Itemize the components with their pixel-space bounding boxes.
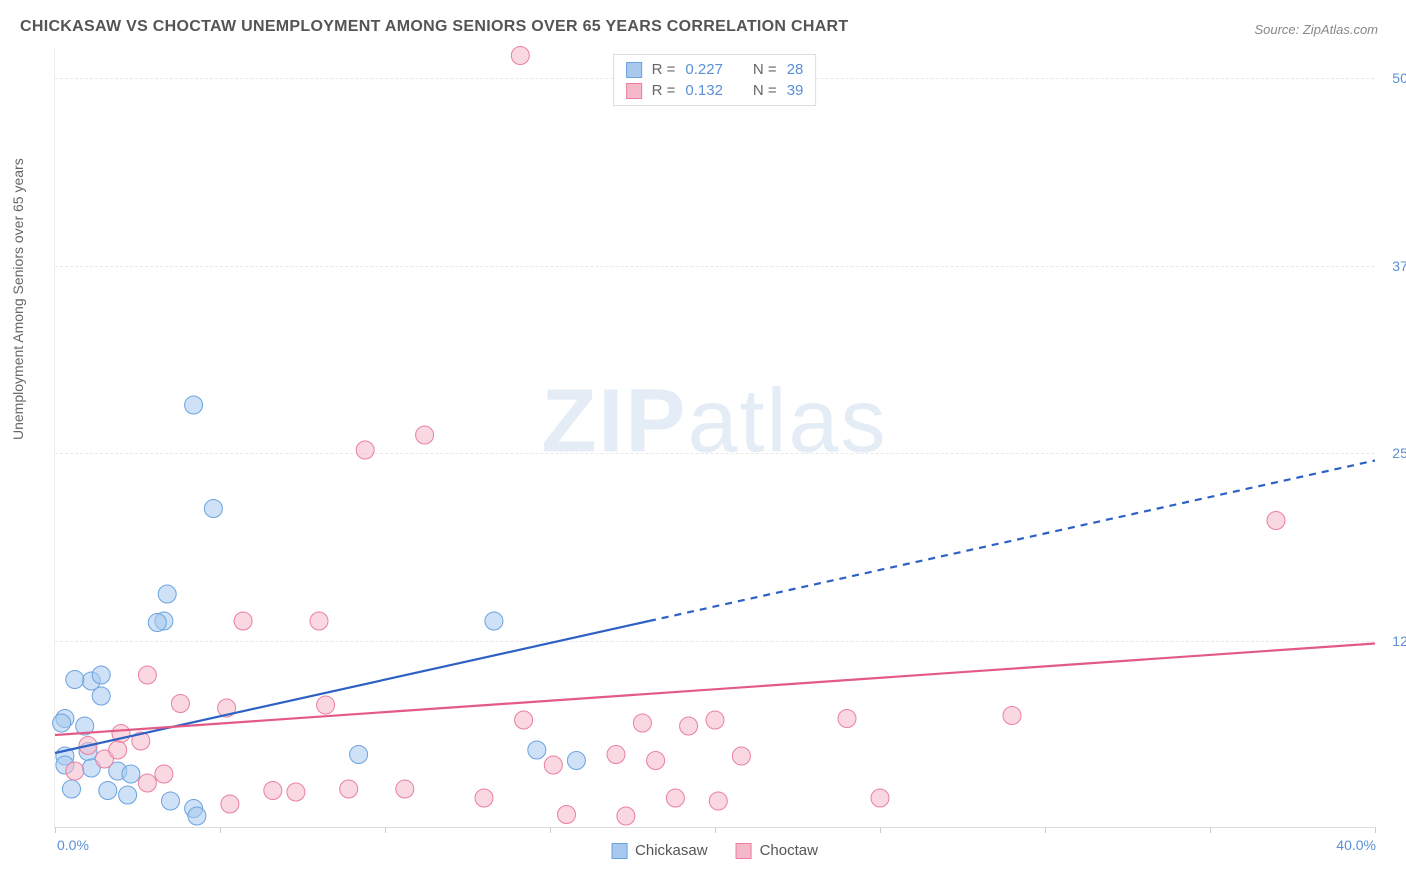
legend-swatch bbox=[736, 843, 752, 859]
scatter-point bbox=[138, 774, 156, 792]
scatter-point bbox=[567, 752, 585, 770]
r-label: R = bbox=[652, 61, 676, 78]
scatter-point bbox=[188, 807, 206, 825]
n-value: 28 bbox=[787, 61, 804, 78]
scatter-point bbox=[53, 714, 71, 732]
scatter-point bbox=[617, 807, 635, 825]
x-tick bbox=[550, 827, 551, 833]
scatter-point bbox=[99, 782, 117, 800]
scatter-point bbox=[558, 806, 576, 824]
legend-item: Choctaw bbox=[736, 842, 818, 859]
scatter-point bbox=[340, 780, 358, 798]
x-tick bbox=[1045, 827, 1046, 833]
r-value: 0.132 bbox=[685, 82, 723, 99]
scatter-point bbox=[155, 765, 173, 783]
scatter-point bbox=[162, 792, 180, 810]
scatter-point bbox=[138, 666, 156, 684]
x-tick bbox=[880, 827, 881, 833]
n-label: N = bbox=[753, 82, 777, 99]
plot-canvas bbox=[55, 48, 1374, 827]
y-axis-label: Unemployment Among Seniors over 65 years bbox=[10, 158, 26, 440]
legend-label: Choctaw bbox=[760, 842, 818, 859]
stats-legend: R = 0.227 N = 28 R = 0.132 N = 39 bbox=[613, 54, 817, 106]
scatter-point bbox=[317, 696, 335, 714]
trend-line-extrapolated bbox=[649, 461, 1375, 622]
scatter-point bbox=[544, 756, 562, 774]
y-tick-label: 37.5% bbox=[1392, 258, 1406, 274]
scatter-point bbox=[709, 792, 727, 810]
series-legend: Chickasaw Choctaw bbox=[611, 842, 818, 859]
scatter-point bbox=[185, 396, 203, 414]
scatter-point bbox=[666, 789, 684, 807]
legend-label: Chickasaw bbox=[635, 842, 708, 859]
scatter-point bbox=[511, 47, 529, 65]
scatter-point bbox=[607, 746, 625, 764]
scatter-point bbox=[264, 782, 282, 800]
scatter-point bbox=[1003, 707, 1021, 725]
x-tick bbox=[385, 827, 386, 833]
r-value: 0.227 bbox=[685, 61, 723, 78]
scatter-point bbox=[204, 500, 222, 518]
scatter-point bbox=[475, 789, 493, 807]
scatter-point bbox=[92, 666, 110, 684]
y-tick-label: 25.0% bbox=[1392, 445, 1406, 461]
scatter-point bbox=[416, 426, 434, 444]
scatter-point bbox=[119, 786, 137, 804]
legend-item: Chickasaw bbox=[611, 842, 708, 859]
r-label: R = bbox=[652, 82, 676, 99]
scatter-point bbox=[680, 717, 698, 735]
x-axis-max-label: 40.0% bbox=[1336, 837, 1376, 853]
x-tick bbox=[1210, 827, 1211, 833]
scatter-point bbox=[171, 695, 189, 713]
scatter-point bbox=[633, 714, 651, 732]
x-tick bbox=[715, 827, 716, 833]
scatter-point bbox=[122, 765, 140, 783]
scatter-point bbox=[871, 789, 889, 807]
scatter-point bbox=[109, 741, 127, 759]
scatter-point bbox=[356, 441, 374, 459]
source-attribution: Source: ZipAtlas.com bbox=[1254, 22, 1378, 37]
scatter-point bbox=[92, 687, 110, 705]
trend-line bbox=[55, 621, 649, 753]
scatter-point bbox=[158, 585, 176, 603]
n-label: N = bbox=[753, 61, 777, 78]
y-tick-label: 50.0% bbox=[1392, 70, 1406, 86]
x-tick bbox=[55, 827, 56, 833]
scatter-point bbox=[706, 711, 724, 729]
scatter-plot: ZIPatlas 12.5%25.0%37.5%50.0% R =0.227N … bbox=[54, 48, 1374, 828]
legend-swatch bbox=[626, 83, 642, 99]
scatter-point bbox=[396, 780, 414, 798]
scatter-point bbox=[1267, 512, 1285, 530]
stats-row: R = 0.227 N = 28 bbox=[626, 59, 804, 80]
scatter-point bbox=[63, 780, 81, 798]
scatter-point bbox=[528, 741, 546, 759]
scatter-point bbox=[838, 710, 856, 728]
n-value: 39 bbox=[787, 82, 804, 99]
scatter-point bbox=[66, 762, 84, 780]
scatter-point bbox=[234, 612, 252, 630]
stats-row: R = 0.132 N = 39 bbox=[626, 80, 804, 101]
x-axis-min-label: 0.0% bbox=[57, 837, 89, 853]
legend-swatch bbox=[626, 62, 642, 78]
x-tick bbox=[220, 827, 221, 833]
y-tick-label: 12.5% bbox=[1392, 633, 1406, 649]
scatter-point bbox=[485, 612, 503, 630]
scatter-point bbox=[732, 747, 750, 765]
scatter-point bbox=[350, 746, 368, 764]
scatter-point bbox=[66, 671, 84, 689]
scatter-point bbox=[310, 612, 328, 630]
x-tick bbox=[1375, 827, 1376, 833]
legend-swatch bbox=[611, 843, 627, 859]
scatter-point bbox=[515, 711, 533, 729]
scatter-point bbox=[647, 752, 665, 770]
scatter-point bbox=[221, 795, 239, 813]
chart-title: CHICKASAW VS CHOCTAW UNEMPLOYMENT AMONG … bbox=[20, 18, 849, 36]
scatter-point bbox=[287, 783, 305, 801]
scatter-point bbox=[148, 614, 166, 632]
